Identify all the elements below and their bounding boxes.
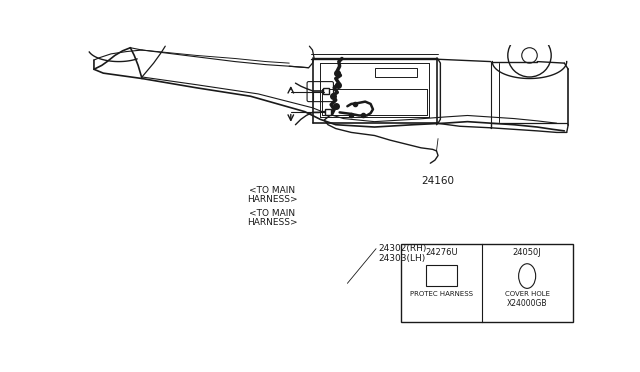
Text: HARNESS>: HARNESS> [247,218,298,227]
Text: COVER HOLE: COVER HOLE [505,291,550,298]
FancyBboxPatch shape [307,81,333,102]
Bar [401,244,573,323]
Text: X24000GB: X24000GB [507,299,547,308]
Text: <TO MAIN: <TO MAIN [249,209,295,218]
Text: 24276U: 24276U [425,247,458,257]
Text: 24303(LH): 24303(LH) [378,254,426,263]
Text: HARNESS>: HARNESS> [247,195,298,204]
Text: 24160: 24160 [422,176,454,186]
Text: 24302(RH): 24302(RH) [378,244,427,253]
Text: 24050J: 24050J [513,247,541,257]
Text: <TO MAIN: <TO MAIN [249,186,295,195]
Bar [374,68,417,77]
Ellipse shape [518,264,536,288]
Bar [426,264,457,286]
Text: PROTEC HARNESS: PROTEC HARNESS [410,291,473,298]
